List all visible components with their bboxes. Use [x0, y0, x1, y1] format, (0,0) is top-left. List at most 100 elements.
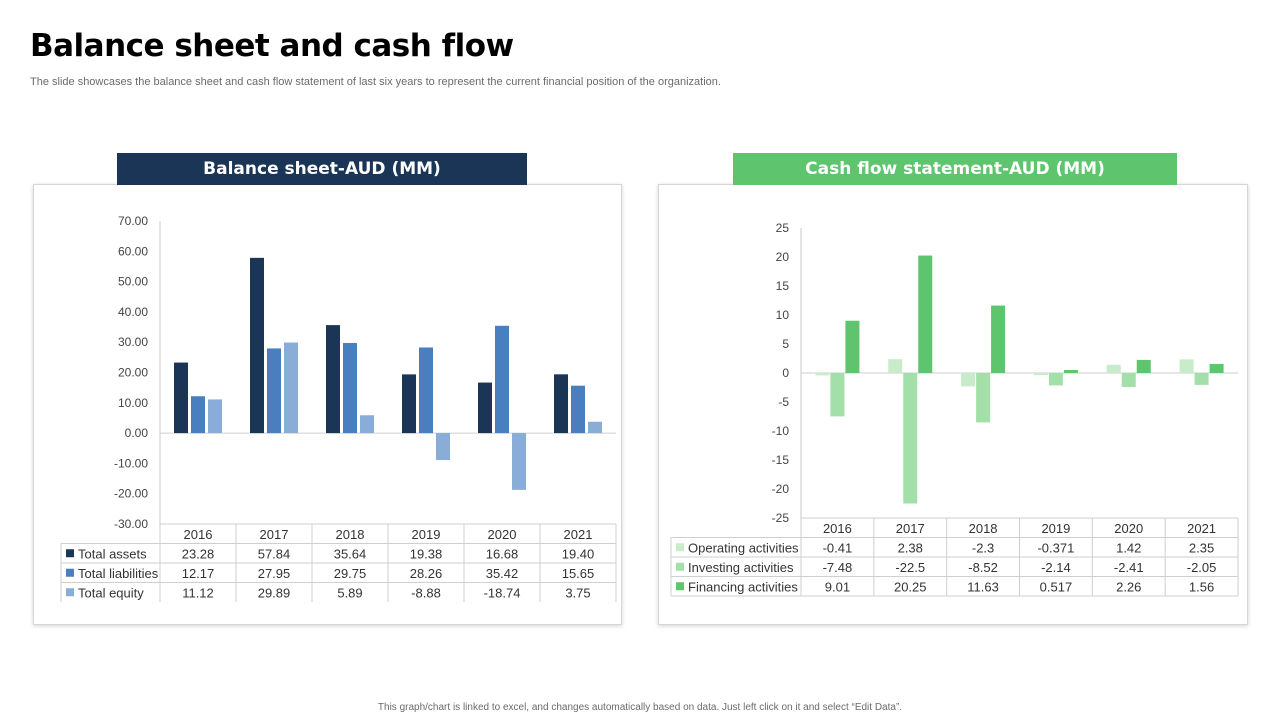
bar-operating-activities[interactable] — [815, 373, 830, 376]
data-label: 35.64 — [334, 546, 367, 561]
legend-key — [66, 588, 74, 597]
bar-financing-activities[interactable] — [918, 255, 933, 373]
y-tick-label: -15 — [772, 453, 790, 467]
bar-total-assets[interactable] — [326, 325, 340, 434]
bar-total-liabilities[interactable] — [191, 396, 205, 434]
data-label: 12.17 — [182, 566, 215, 581]
bar-financing-activities[interactable] — [1136, 359, 1151, 373]
bar-total-assets[interactable] — [478, 382, 492, 434]
bar-financing-activities[interactable] — [845, 320, 860, 373]
data-label: -2.14 — [1041, 560, 1071, 575]
bar-operating-activities[interactable] — [1106, 364, 1121, 373]
y-tick-label: 20.00 — [118, 366, 148, 380]
data-label: 29.75 — [334, 566, 367, 581]
category-label: 2019 — [1041, 521, 1070, 536]
bar-investing-activities[interactable] — [903, 373, 918, 504]
y-tick-label: -30.00 — [114, 517, 148, 531]
data-label: 57.84 — [258, 546, 291, 561]
bar-total-assets[interactable] — [174, 362, 188, 434]
data-label: 1.56 — [1189, 579, 1214, 594]
data-label: 11.63 — [967, 579, 999, 594]
legend-label: Operating activities — [688, 540, 799, 555]
category-label: 2019 — [412, 527, 441, 542]
legend-label: Total equity — [78, 585, 144, 600]
bar-investing-activities[interactable] — [1194, 373, 1209, 385]
y-tick-label: 40.00 — [118, 305, 148, 319]
data-label: 2.35 — [1189, 540, 1214, 555]
bar-total-liabilities[interactable] — [419, 347, 433, 434]
data-label: 20.25 — [894, 579, 927, 594]
bar-total-equity[interactable] — [360, 415, 374, 434]
bar-total-liabilities[interactable] — [267, 348, 281, 434]
category-label: 2020 — [1114, 521, 1143, 536]
category-label: 2016 — [184, 527, 213, 542]
data-label: 3.75 — [565, 585, 590, 600]
bar-total-assets[interactable] — [402, 374, 416, 434]
data-label: 35.42 — [486, 566, 519, 581]
y-tick-label: 10.00 — [118, 396, 148, 410]
bar-investing-activities[interactable] — [976, 373, 991, 423]
y-tick-label: 30.00 — [118, 335, 148, 349]
category-label: 2017 — [896, 521, 925, 536]
bar-total-equity[interactable] — [512, 433, 526, 490]
data-label: 2.38 — [898, 540, 923, 555]
category-label: 2016 — [823, 521, 852, 536]
balance-sheet-chart[interactable]: 70.00 60.00 50.00 40.00 30.00 20.00 10.00 0.00 -… — [34, 185, 623, 626]
data-label: -2.41 — [1114, 560, 1144, 575]
y-tick-label: 70.00 — [118, 214, 148, 228]
data-label: 16.68 — [486, 546, 519, 561]
data-label: 0.517 — [1040, 579, 1073, 594]
page-title: Balance sheet and cash flow — [30, 28, 514, 64]
legend-label: Total assets — [78, 546, 147, 561]
y-tick-label: -10.00 — [114, 456, 148, 470]
data-label: -2.3 — [972, 540, 994, 555]
bar-financing-activities[interactable] — [1209, 363, 1224, 373]
bar-operating-activities[interactable] — [961, 373, 976, 387]
legend-key — [676, 562, 684, 571]
data-label: 19.38 — [410, 546, 443, 561]
category-label: 2020 — [488, 527, 517, 542]
data-label: -0.41 — [823, 540, 853, 555]
cash-flow-banner: Cash flow statement-AUD (MM) — [733, 153, 1177, 185]
category-label: 2018 — [336, 527, 365, 542]
bar-total-liabilities[interactable] — [495, 325, 509, 434]
bar-total-equity[interactable] — [588, 421, 602, 434]
bar-financing-activities[interactable] — [991, 305, 1006, 373]
bar-investing-activities[interactable] — [1121, 373, 1136, 387]
cash-flow-panel[interactable]: 25 20 15 10 5 0 -5 -10 -15 -20 -25 2016 2017 2018 2019… — [658, 184, 1248, 625]
y-tick-label: 50.00 — [118, 275, 148, 289]
bar-total-equity[interactable] — [436, 433, 450, 461]
legend-key — [66, 549, 74, 558]
balance-sheet-panel[interactable]: 70.00 60.00 50.00 40.00 30.00 20.00 10.00 0.00 -… — [33, 184, 622, 625]
y-tick-label: -10 — [772, 424, 790, 438]
data-label: -2.05 — [1187, 560, 1217, 575]
legend-label: Financing activities — [688, 579, 798, 594]
data-label: 29.89 — [258, 585, 291, 600]
data-label: 5.89 — [337, 585, 362, 600]
bar-investing-activities[interactable] — [1048, 373, 1063, 386]
category-label: 2021 — [564, 527, 593, 542]
bar-operating-activities[interactable] — [1033, 373, 1048, 376]
bar-total-assets[interactable] — [250, 257, 264, 434]
bar-total-equity[interactable] — [284, 342, 298, 434]
data-label: 19.40 — [562, 546, 595, 561]
bar-operating-activities[interactable] — [888, 359, 903, 373]
bar-total-liabilities[interactable] — [343, 342, 357, 434]
data-label: -8.88 — [411, 585, 441, 600]
y-tick-label: 20 — [776, 250, 790, 264]
data-label: -0.371 — [1037, 540, 1074, 555]
data-label: 1.42 — [1116, 540, 1141, 555]
bar-operating-activities[interactable] — [1179, 359, 1194, 373]
balance-sheet-banner: Balance sheet-AUD (MM) — [117, 153, 527, 185]
data-label: -18.74 — [484, 585, 521, 600]
page-subtitle: The slide showcases the balance sheet an… — [30, 76, 721, 88]
bar-investing-activities[interactable] — [830, 373, 845, 417]
bar-total-assets[interactable] — [554, 374, 568, 434]
bar-total-liabilities[interactable] — [571, 385, 585, 434]
data-label: -8.52 — [968, 560, 998, 575]
cash-flow-chart[interactable]: 25 20 15 10 5 0 -5 -10 -15 -20 -25 2016 2017 2018 2019… — [659, 185, 1249, 626]
footer-note: This graph/chart is linked to excel, and… — [377, 702, 903, 713]
data-label: -7.48 — [823, 560, 853, 575]
bar-financing-activities[interactable] — [1063, 370, 1078, 373]
bar-total-equity[interactable] — [208, 399, 222, 434]
